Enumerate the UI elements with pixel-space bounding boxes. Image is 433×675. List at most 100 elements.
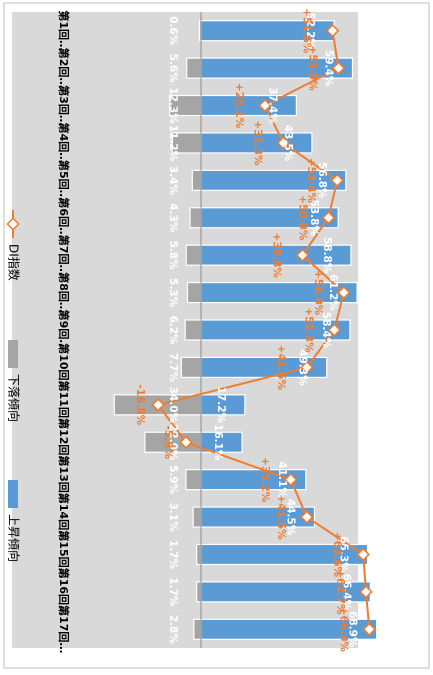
down-bar bbox=[191, 169, 202, 191]
down-value-label: 1.7% bbox=[167, 577, 179, 607]
di-value-label: +53.4% bbox=[305, 158, 317, 204]
di-marker bbox=[283, 472, 298, 487]
di-value-label: +64.7% bbox=[334, 569, 346, 615]
up-value-label: 49.3% bbox=[297, 349, 309, 386]
down-bar bbox=[186, 281, 202, 304]
down-bar bbox=[180, 356, 202, 379]
down-value-label: 22.0% bbox=[167, 424, 179, 461]
di-value-label: +35.2% bbox=[259, 457, 271, 503]
up-value-label: 66.4% bbox=[340, 574, 352, 611]
up-value-label: 58.4% bbox=[320, 312, 332, 349]
category-label: 第6回… bbox=[57, 197, 71, 238]
down-value-label: 2.8% bbox=[167, 615, 179, 645]
di-value-label: +25.1% bbox=[233, 83, 245, 129]
di-value-label: -5.9% bbox=[162, 425, 174, 459]
up-value-label: 68.9% bbox=[347, 611, 359, 648]
down-value-label: 5.3% bbox=[167, 278, 179, 308]
di-value-label: -16.8% bbox=[134, 384, 146, 425]
di-marker bbox=[356, 547, 370, 562]
di-marker bbox=[300, 360, 314, 375]
category-label: 第1回… bbox=[57, 10, 71, 51]
di-value-label: +56.0% bbox=[312, 270, 324, 316]
di-marker bbox=[276, 136, 291, 150]
down-value-label: 3.4% bbox=[167, 166, 179, 196]
di-marker bbox=[337, 285, 351, 300]
up-value-label: 58.8% bbox=[321, 237, 333, 274]
plot-area-rotated: 52.2% 0.6% 59.4% 5.6% 37.4% 12.3% 43.5% 11.2% 56… bbox=[6, 8, 378, 653]
down-bar bbox=[193, 618, 202, 640]
category-label: 第9回… bbox=[57, 310, 71, 351]
down-value-label: 11.2% bbox=[167, 125, 179, 162]
di-marker bbox=[330, 173, 344, 188]
down-value-label: 5.6% bbox=[167, 54, 179, 84]
down-value-label: 6.2% bbox=[167, 315, 179, 345]
legend-label: 上昇傾向 bbox=[7, 514, 22, 562]
category-label: 第8回… bbox=[57, 272, 71, 313]
down-value-label: 34.0% bbox=[167, 387, 179, 424]
category-label: 第2回… bbox=[57, 48, 71, 89]
category-label: 第14回… bbox=[57, 493, 71, 541]
category-label: 第12回… bbox=[57, 418, 71, 466]
di-marker bbox=[151, 398, 165, 412]
di-marker bbox=[321, 210, 336, 225]
di-marker bbox=[359, 585, 373, 599]
category-label: 第5回… bbox=[57, 160, 71, 201]
up-value-label: 65.3% bbox=[338, 536, 350, 573]
up-value-label: 56.8% bbox=[316, 162, 328, 199]
legend-swatch bbox=[8, 340, 18, 368]
di-marker bbox=[258, 98, 272, 113]
up-value-label: 43.5% bbox=[282, 125, 294, 162]
category-labels-layer: 第1回…第2回…第3回…第4回…第5回…第6回…第7回…第8回…第9回…第10回… bbox=[57, 10, 71, 653]
down-bar bbox=[185, 244, 202, 266]
di-marker bbox=[362, 622, 377, 637]
up-value-label: 16.1% bbox=[212, 424, 224, 461]
down-bar bbox=[196, 543, 202, 566]
down-value-label: 7.7% bbox=[167, 353, 179, 383]
category-label: 第13回… bbox=[57, 455, 71, 503]
di-value-label: +51.6% bbox=[301, 8, 313, 54]
up-value-label: 59.4% bbox=[322, 50, 334, 87]
di-value-label: +52.3% bbox=[302, 307, 314, 353]
di-value-label: +41.5% bbox=[275, 494, 287, 540]
down-value-label: 5.9% bbox=[167, 465, 179, 495]
di-marker bbox=[331, 61, 346, 75]
category-label: 第4回… bbox=[57, 123, 71, 164]
data-labels-layer: 52.2% 0.6% 59.4% 5.6% 37.4% 12.3% 43.5% 11.2% 56… bbox=[134, 8, 359, 652]
category-label: 第17回… bbox=[57, 605, 71, 653]
di-value-label: +32.3% bbox=[251, 120, 263, 166]
up-value-label: 52.2% bbox=[304, 12, 316, 49]
di-marker bbox=[300, 510, 314, 524]
up-value-label: 37.4% bbox=[266, 87, 278, 124]
down-value-label: 3.1% bbox=[167, 502, 179, 532]
down-bar bbox=[184, 319, 202, 341]
legend: 上昇傾向 下落傾向 DI指数 bbox=[6, 210, 22, 562]
di-value-label: +41.5% bbox=[275, 345, 287, 391]
di-marker bbox=[325, 23, 340, 38]
di-value-label: +66.0% bbox=[337, 607, 349, 653]
up-value-label: 44.5% bbox=[284, 499, 296, 536]
down-bar bbox=[185, 469, 202, 491]
category-label: 第16回… bbox=[57, 568, 71, 616]
legend-marker bbox=[6, 217, 20, 231]
category-label: 第7回… bbox=[57, 235, 71, 276]
category-label: 第10回… bbox=[57, 343, 71, 391]
up-bar bbox=[200, 94, 297, 117]
category-label: 第11回… bbox=[57, 381, 71, 429]
legend-label: DI指数 bbox=[7, 244, 22, 281]
down-value-label: 12.3% bbox=[167, 87, 179, 124]
legend-label: 下落傾向 bbox=[7, 374, 22, 422]
down-bar bbox=[192, 506, 202, 528]
category-label: 第3回… bbox=[57, 85, 71, 126]
di-value-label: +63.6% bbox=[331, 532, 343, 578]
category-label: 第15回… bbox=[57, 530, 71, 578]
di-value-label: +50.0% bbox=[297, 195, 309, 241]
di-value-label: +53.9% bbox=[306, 46, 318, 92]
down-bar bbox=[196, 581, 202, 603]
di-marker bbox=[295, 248, 310, 262]
down-value-label: 0.6% bbox=[167, 16, 179, 46]
down-bar bbox=[189, 207, 202, 229]
down-value-label: 4.3% bbox=[167, 203, 179, 233]
di-line-layer bbox=[151, 23, 377, 637]
